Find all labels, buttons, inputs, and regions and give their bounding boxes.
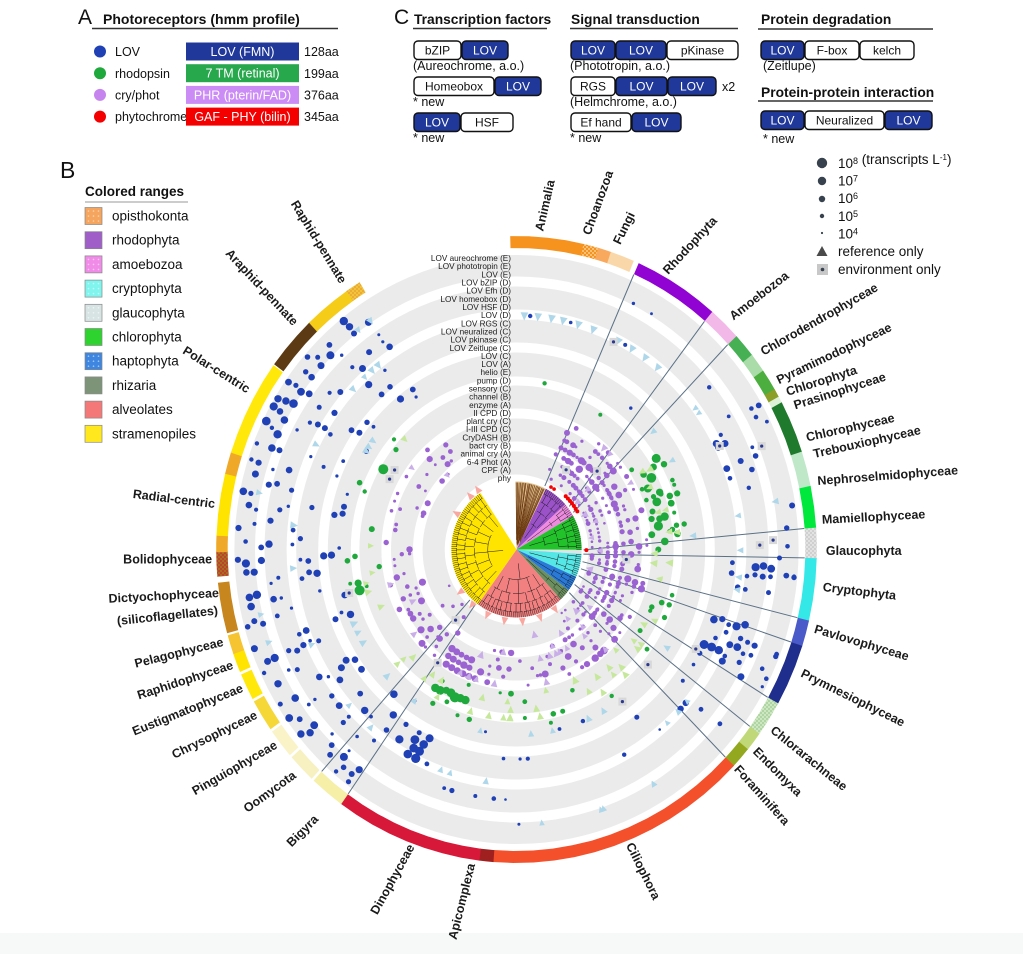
svg-text:LOV: LOV bbox=[896, 114, 920, 128]
svg-text:phy: phy bbox=[498, 474, 512, 483]
svg-text:LOV: LOV bbox=[770, 114, 794, 128]
svg-text:Signal transduction: Signal transduction bbox=[571, 12, 700, 27]
svg-text:LOV: LOV bbox=[506, 80, 530, 94]
svg-text:* new: * new bbox=[570, 131, 602, 145]
svg-text:7 TM (retinal): 7 TM (retinal) bbox=[205, 67, 279, 81]
svg-text:glaucophyta: glaucophyta bbox=[112, 305, 185, 320]
svg-text:(Aureochrome, a.o.): (Aureochrome, a.o.) bbox=[413, 59, 524, 73]
svg-text:LOV: LOV bbox=[629, 44, 653, 58]
svg-text:Photoreceptors (hmm profile): Photoreceptors (hmm profile) bbox=[103, 11, 300, 27]
svg-text:LOV: LOV bbox=[425, 116, 449, 130]
svg-text:haptophyta: haptophyta bbox=[112, 354, 179, 369]
svg-text:LOV: LOV bbox=[680, 80, 704, 94]
svg-text:345aa: 345aa bbox=[304, 110, 339, 124]
svg-text:GAF - PHY (bilin): GAF - PHY (bilin) bbox=[194, 110, 290, 124]
svg-text:* new: * new bbox=[413, 95, 445, 109]
svg-text:B: B bbox=[60, 157, 75, 183]
svg-text:HSF: HSF bbox=[475, 116, 499, 130]
svg-text:bZIP: bZIP bbox=[425, 44, 450, 58]
svg-text:opisthokonta: opisthokonta bbox=[112, 209, 189, 224]
svg-text:chlorophyta: chlorophyta bbox=[112, 330, 182, 345]
svg-text:376aa: 376aa bbox=[304, 89, 339, 103]
svg-text:199aa: 199aa bbox=[304, 67, 339, 81]
svg-text:C: C bbox=[394, 6, 409, 29]
svg-text:Colored ranges: Colored ranges bbox=[85, 184, 184, 199]
svg-text:LOV (FMN): LOV (FMN) bbox=[211, 45, 275, 59]
svg-text:amoebozoa: amoebozoa bbox=[112, 257, 183, 272]
svg-text:Neuralized: Neuralized bbox=[816, 114, 873, 128]
svg-text:cryptophyta: cryptophyta bbox=[112, 281, 182, 296]
svg-text:rhodopsin: rhodopsin bbox=[115, 67, 170, 81]
svg-text:reference only: reference only bbox=[838, 244, 924, 259]
svg-text:environment only: environment only bbox=[838, 262, 941, 277]
svg-text:kelch: kelch bbox=[873, 44, 901, 58]
svg-text:PHR (pterin/FAD): PHR (pterin/FAD) bbox=[194, 88, 291, 102]
svg-text:* new: * new bbox=[413, 131, 445, 145]
svg-text:Transcription factors: Transcription factors bbox=[414, 12, 552, 27]
svg-text:stramenopiles: stramenopiles bbox=[112, 426, 196, 441]
svg-text:LOV: LOV bbox=[581, 44, 605, 58]
svg-text:F-box: F-box bbox=[817, 44, 848, 58]
svg-text:x2: x2 bbox=[722, 80, 735, 94]
svg-text:LOV: LOV bbox=[629, 80, 653, 94]
svg-text:LOV: LOV bbox=[115, 45, 141, 59]
svg-text:Ef hand: Ef hand bbox=[580, 116, 621, 130]
svg-text:(Zeitlupe): (Zeitlupe) bbox=[763, 59, 816, 73]
svg-text:LOV: LOV bbox=[644, 116, 668, 130]
svg-text:rhizaria: rhizaria bbox=[112, 378, 157, 393]
svg-text:* new: * new bbox=[763, 132, 795, 146]
svg-text:RGS: RGS bbox=[580, 80, 606, 94]
svg-text:alveolates: alveolates bbox=[112, 402, 173, 417]
svg-text:(Phototropin, a.o.): (Phototropin, a.o.) bbox=[570, 59, 670, 73]
svg-text:phytochrome: phytochrome bbox=[115, 110, 187, 124]
svg-text:LOV: LOV bbox=[770, 44, 794, 58]
svg-text:A: A bbox=[78, 6, 92, 29]
svg-text:Bolidophyceae: Bolidophyceae bbox=[123, 552, 212, 566]
svg-text:128aa: 128aa bbox=[304, 45, 339, 59]
svg-text:LOV: LOV bbox=[473, 44, 497, 58]
svg-text:cry/phot: cry/phot bbox=[115, 89, 160, 103]
svg-text:Glaucophyta: Glaucophyta bbox=[826, 544, 903, 558]
svg-text:Homeobox: Homeobox bbox=[425, 80, 483, 94]
svg-text:Protein-protein interaction: Protein-protein interaction bbox=[761, 85, 934, 100]
svg-text:Protein degradation: Protein degradation bbox=[761, 12, 891, 27]
svg-text:pKinase: pKinase bbox=[681, 44, 725, 58]
svg-text:(Helmchrome, a.o.): (Helmchrome, a.o.) bbox=[570, 95, 677, 109]
svg-text:rhodophyta: rhodophyta bbox=[112, 233, 180, 248]
